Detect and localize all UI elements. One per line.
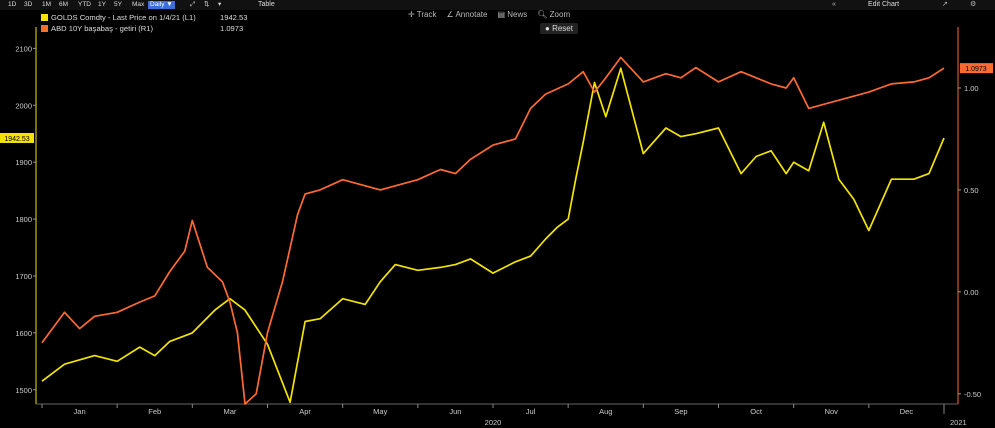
reset-button[interactable]: ● Reset xyxy=(540,23,578,34)
legend-yield-value: 1.0973 xyxy=(220,24,244,33)
zoom-tool[interactable]: 🔍︎ Zoom xyxy=(537,10,571,19)
left-tick-label: 1500 xyxy=(15,386,32,395)
x-tick-label: Aug xyxy=(599,407,612,416)
gear-icon[interactable]: ⚙ xyxy=(970,1,977,8)
x-tick-label: Sep xyxy=(674,407,687,416)
annotate-label: Annotate xyxy=(455,10,488,19)
news-label: News xyxy=(507,10,528,19)
table-button[interactable]: Table xyxy=(258,1,275,8)
legend-gold-value: 1942.53 xyxy=(220,13,248,22)
compare-icon[interactable]: ⇅ xyxy=(204,1,210,8)
x-tick-label: Feb xyxy=(148,407,161,416)
reset-label: Reset xyxy=(552,24,573,33)
left-tick-label: 1900 xyxy=(15,158,32,167)
gold-swatch xyxy=(41,14,48,21)
expand-icon[interactable]: ↗ xyxy=(942,1,948,8)
zoom-label: Zoom xyxy=(549,10,571,19)
track-tool[interactable]: ✛ Track xyxy=(408,10,437,19)
range-button-max[interactable]: Max xyxy=(132,1,145,8)
legend-yield-name: ABD 10Y başabaş - getiri (R1) xyxy=(51,24,154,33)
x-tick-label: Jun xyxy=(449,407,461,416)
x-tick-label: Dec xyxy=(900,407,914,416)
right-tick-label: 1.00 xyxy=(964,84,979,93)
x-tick-label: Jan xyxy=(74,407,86,416)
chart-style-icon[interactable]: ⤢ xyxy=(190,1,196,8)
right-tick-label: 0.00 xyxy=(964,288,979,297)
left-tick-label: 1600 xyxy=(15,329,32,338)
year-label-2020: 2020 xyxy=(485,418,502,427)
interval-dropdown[interactable]: Daily ▼ xyxy=(148,1,175,9)
left-tick-label: 1800 xyxy=(15,215,32,224)
range-button-1d[interactable]: 1D xyxy=(8,1,17,8)
collapse-icon[interactable]: « xyxy=(832,1,836,8)
legend-item-gold: GOLDS Comdty - Last Price on 1/4/21 (L1)… xyxy=(38,12,252,23)
edit-chart-button[interactable]: Edit Chart xyxy=(868,1,900,8)
gold-price-line xyxy=(41,67,945,404)
range-button-1m[interactable]: 1M xyxy=(42,1,52,8)
more-icon[interactable]: ▾ xyxy=(218,1,222,8)
x-tick-label: Oct xyxy=(750,407,763,416)
x-tick-label: Jul xyxy=(526,407,536,416)
legend: GOLDS Comdty - Last Price on 1/4/21 (L1)… xyxy=(38,12,252,34)
x-tick-label: May xyxy=(373,407,387,416)
legend-item-yield: ABD 10Y başabaş - getiri (R1) 1.0973 xyxy=(38,23,252,34)
last-gold-label: 1942.53 xyxy=(4,136,29,143)
x-tick-label: Nov xyxy=(825,407,839,416)
chart-tools: ✛ Track ∠ Annotate ▤ News 🔍︎ Zoom xyxy=(408,10,570,22)
range-button-3d[interactable]: 3D xyxy=(24,1,33,8)
yield-swatch xyxy=(41,25,48,32)
x-tick-label: Mar xyxy=(223,407,236,416)
x-tick-label: Apr xyxy=(299,407,311,416)
range-button-1y[interactable]: 1Y xyxy=(98,1,106,8)
track-label: Track xyxy=(416,10,437,19)
left-tick-label: 2000 xyxy=(15,101,32,110)
right-tick-label: 0.50 xyxy=(964,186,979,195)
left-tick-label: 1700 xyxy=(15,272,32,281)
legend-gold-name: GOLDS Comdty - Last Price on 1/4/21 (L1) xyxy=(51,13,196,22)
top-toolbar xyxy=(0,0,995,10)
last-gold-badge xyxy=(0,132,34,143)
news-tool[interactable]: ▤ News xyxy=(497,10,528,19)
breakeven-yield-line xyxy=(41,56,945,405)
annotate-tool[interactable]: ∠ Annotate xyxy=(446,10,488,19)
last-yield-label: 1.0973 xyxy=(965,66,987,73)
right-tick-label: -0.50 xyxy=(964,390,981,399)
range-button-6m[interactable]: 6M xyxy=(59,1,69,8)
range-button-5y[interactable]: 5Y xyxy=(114,1,122,8)
range-button-ytd[interactable]: YTD xyxy=(78,1,91,8)
last-yield-badge xyxy=(960,63,993,74)
year-label-2021: 2021 xyxy=(950,418,967,427)
left-tick-label: 2100 xyxy=(15,44,32,53)
